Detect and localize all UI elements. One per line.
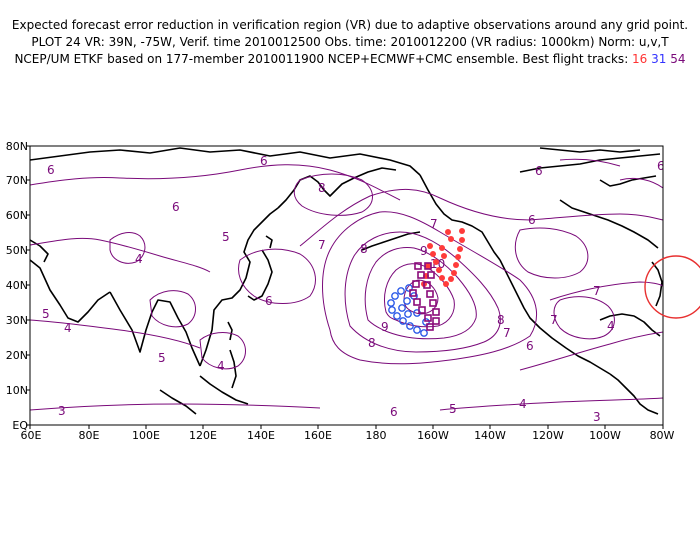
header-line-3: NCEP/UM ETKF based on 177-member 2010011… (0, 52, 700, 67)
lon-label: 180 (366, 429, 387, 442)
lat-axis: EQ 10N 20N 30N 40N 50N 60N 70N 80N (6, 140, 29, 432)
lon-label: 140E (247, 429, 275, 442)
contour-label: 8 (497, 313, 505, 327)
lat-label: 30N (6, 314, 28, 327)
lon-label: 140W (474, 429, 506, 442)
contour-label: 4 (64, 321, 72, 335)
contour-label: 5 (158, 351, 166, 365)
header-line-2: PLOT 24 VR: 39N, -75W, Verif. time 20100… (31, 35, 669, 49)
contour-label: 5 (42, 307, 50, 321)
lon-label: 80W (650, 429, 675, 442)
lat-label: 20N (6, 349, 28, 362)
contour-label: 6 (535, 164, 543, 178)
lat-label: 80N (6, 140, 28, 153)
flight-track-16 (421, 228, 465, 287)
contour-label: 6 (260, 154, 268, 168)
verification-region-circle (644, 255, 700, 319)
contour-label: 7 (430, 217, 438, 231)
contour-label: 7 (593, 284, 601, 298)
contour-label: 6 (657, 159, 665, 173)
lon-label: 80E (79, 429, 100, 442)
flight-track-31 (387, 284, 430, 337)
contour-label: 6 (528, 213, 536, 227)
contour-label: 9 (420, 244, 428, 258)
contour-label: 6 (265, 294, 273, 308)
lon-label: 100W (589, 429, 621, 442)
flight-track-54 (409, 262, 440, 331)
contour-label: 4 (519, 397, 527, 411)
contours (30, 158, 663, 411)
contour-label: 8 (318, 181, 326, 195)
lat-label: 40N (6, 279, 28, 292)
lat-label: 50N (6, 244, 28, 257)
header-line-1: Expected forecast error reduction in ver… (11, 18, 689, 32)
lon-axis: 60E 80E 100E 120E 140E 160E 180 160W 140… (21, 429, 675, 442)
track-31-label: 31 (651, 52, 667, 66)
lon-label: 60E (21, 429, 42, 442)
contour-label: 7 (550, 313, 558, 327)
contour-label: 3 (58, 404, 66, 418)
contour-label: 7 (503, 326, 511, 340)
lon-label: 160W (417, 429, 449, 442)
contour-label: 4 (217, 359, 225, 373)
track-16-label: 16 (632, 52, 648, 66)
contour-label: 8 (368, 336, 376, 350)
lon-label: 120E (189, 429, 217, 442)
contour-label: 6 (172, 200, 180, 214)
track-54-label: 54 (670, 52, 686, 66)
contour-label: 4 (135, 252, 143, 266)
map-frame (29, 145, 664, 426)
lat-label: 10N (6, 384, 28, 397)
coastlines (30, 147, 663, 415)
contour-label: 4 (607, 319, 615, 333)
contour-label: 7 (318, 238, 326, 252)
lon-label: 120W (532, 429, 564, 442)
contour-label: 6 (390, 405, 398, 419)
lon-label: 160E (304, 429, 332, 442)
lat-label: 60N (6, 209, 28, 222)
contour-label: 9 (381, 320, 389, 334)
header-line-3-text: NCEP/UM ETKF based on 177-member 2010011… (14, 52, 633, 66)
contour-label: 8 (360, 242, 368, 256)
lat-label: EQ (12, 419, 28, 432)
contour-label: 6 (526, 339, 534, 353)
contour-labels: 6 8 6 5 4 5 4 5 6 7 8 9 10 9 8 8 7 6 7 6… (42, 154, 665, 424)
contour-label: 5 (222, 230, 230, 244)
contour-label: 6 (47, 163, 55, 177)
contour-label: 3 (593, 410, 601, 424)
lon-label: 100E (132, 429, 160, 442)
contour-label: 5 (449, 402, 457, 416)
lat-label: 70N (6, 174, 28, 187)
axis-ticks (26, 145, 664, 429)
